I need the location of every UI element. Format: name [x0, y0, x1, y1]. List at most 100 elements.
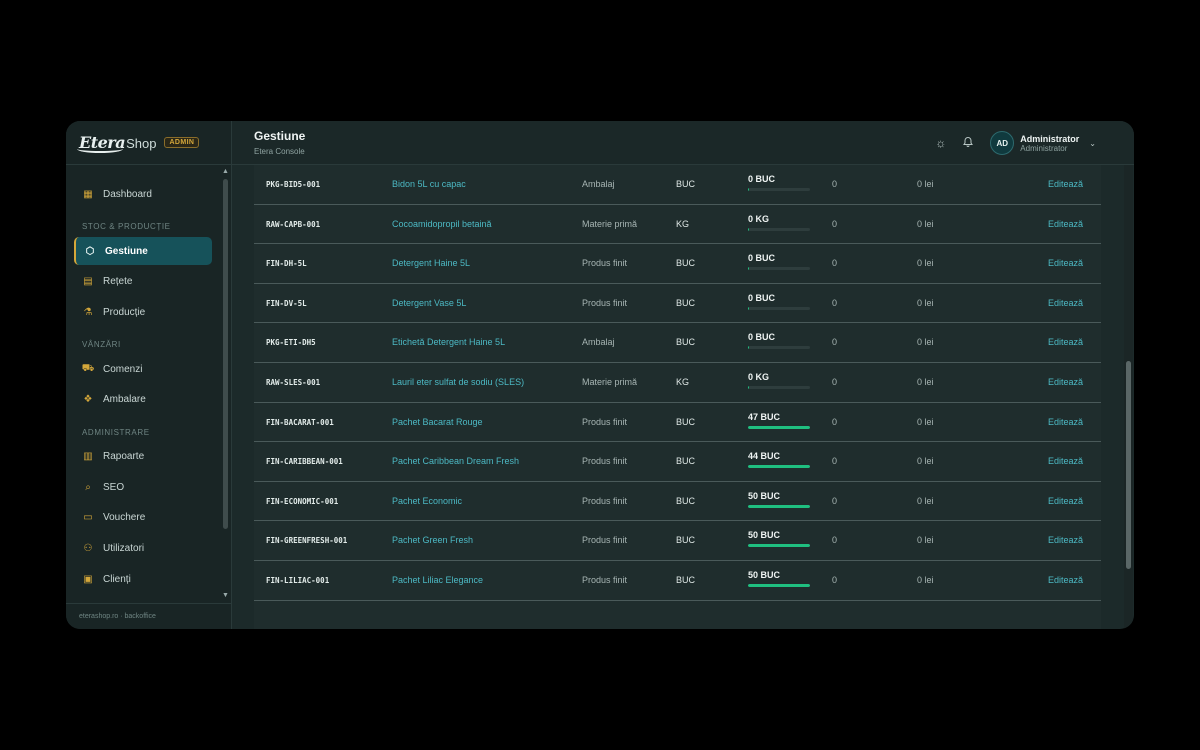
stock-cell: 0 KG: [748, 214, 810, 231]
product-name-link[interactable]: Pachet Economic: [392, 495, 463, 506]
sun-icon[interactable]: ☼: [935, 136, 947, 150]
stock-bar: [748, 227, 810, 231]
edit-link[interactable]: Editează: [1047, 574, 1083, 585]
product-name-link[interactable]: Pachet Bacarat Rouge: [392, 416, 483, 427]
product-name-link[interactable]: Pachet Liliac Elegance: [392, 574, 484, 585]
sidebar-item-comenzi[interactable]: ⛟ Comenzi: [74, 355, 212, 383]
stock-bar: [748, 425, 810, 429]
stock-amount: 0 BUC: [748, 332, 776, 343]
table-row[interactable]: FIN-CARIBBEAN-001 Pachet Caribbean Dream …: [254, 442, 1101, 482]
value-cell: 0 lei: [917, 495, 934, 506]
product-name-link[interactable]: Cocoamidopropil betaină: [392, 218, 492, 229]
type-cell: Materie primă: [582, 218, 638, 229]
edit-link[interactable]: Editează: [1047, 535, 1083, 546]
sidebar-item-rapoarte[interactable]: ▥ Rapoarte: [74, 443, 212, 471]
main-scroll-thumb[interactable]: [1126, 361, 1131, 569]
edit-link[interactable]: Editează: [1047, 179, 1083, 189]
reserved-cell: 0: [832, 574, 838, 585]
type-cell: Produs finit: [582, 535, 628, 546]
reserved-cell: 0: [832, 495, 838, 506]
product-name-link[interactable]: Bidon 5L cu capac: [392, 179, 466, 189]
edit-link[interactable]: Editează: [1047, 495, 1083, 506]
sidebar-item-dashboard[interactable]: ▦ Dashboard: [74, 180, 212, 208]
table-row[interactable]: FIN-DV-5L Detergent Vase 5L Produs finit BU…: [254, 283, 1101, 324]
product-name-link[interactable]: Detergent Vase 5L: [392, 297, 467, 308]
table-row[interactable]: FIN-ECONOMIC-001 Pachet Economic Produs fi…: [254, 481, 1101, 522]
table-row[interactable]: RAW-SLES-001 Lauril eter sulfat de sodiu …: [254, 362, 1101, 403]
stock-bar: [748, 346, 810, 350]
sidebar-item-re-ete[interactable]: ▤ Rețete: [74, 268, 212, 296]
stock-cell: 47 BUC: [748, 412, 810, 429]
table-row[interactable]: PKG-BID5-001 Bidon 5L cu capac Ambalaj BUC 0…: [254, 165, 1101, 205]
stock-cell: 0 BUC: [748, 293, 810, 310]
bell-icon[interactable]: [962, 136, 974, 151]
edit-link[interactable]: Editează: [1047, 297, 1083, 308]
stock-amount: 47 BUC: [748, 411, 781, 422]
product-name-link[interactable]: Lauril eter sulfat de sodiu (SLES): [392, 376, 525, 387]
scroll-up-icon[interactable]: ▲: [222, 168, 229, 175]
stock-bar-fill: [748, 425, 810, 429]
sidebar-item-label: Gestiune: [105, 245, 148, 257]
chevron-down-icon[interactable]: ⌄: [1089, 138, 1096, 148]
stock-cell: 0 BUC: [748, 332, 810, 350]
value-cell: 0 lei: [917, 376, 934, 387]
edit-link[interactable]: Editează: [1047, 258, 1083, 269]
reserved-cell: 0: [832, 337, 838, 348]
unit-cell: BUC: [676, 535, 696, 546]
reserved-cell: 0: [832, 297, 838, 308]
product-name-link[interactable]: Etichetă Detergent Haine 5L: [392, 337, 506, 348]
avatar[interactable]: AD: [990, 131, 1015, 155]
table-row[interactable]: FIN-GREENFRESH-001 Pachet Green Fresh Prod…: [254, 521, 1101, 561]
table-row[interactable]: FIN-DH-5L Detergent Haine 5L Produs finit B…: [254, 244, 1101, 284]
sidebar-item-ambalare[interactable]: ❖ Ambalare: [74, 386, 212, 414]
stock-cell: 0 BUC: [748, 253, 810, 271]
sidebar-item-utilizatori[interactable]: ⚇ Utilizatori: [74, 535, 212, 563]
user-name: Administrator: [1020, 133, 1080, 144]
sku-cell: FIN-LILIAC-001: [266, 575, 330, 585]
stock-bar: [748, 465, 810, 469]
sidebar-item-clien-i[interactable]: ▣ Clienți: [74, 565, 212, 593]
sidebar-scrollbar[interactable]: ▲ ▼: [222, 167, 229, 601]
sku-cell: FIN-GREENFRESH-001: [266, 536, 348, 546]
edit-link[interactable]: Editează: [1047, 218, 1083, 229]
flask-icon: ⚗: [83, 306, 93, 318]
table-row[interactable]: FIN-BACARAT-001 Pachet Bacarat Rouge Produ…: [254, 402, 1101, 443]
sidebar-item-vouchere[interactable]: ▭ Vouchere: [74, 504, 212, 532]
sidebar-item-label: SEO: [103, 481, 125, 493]
stock-bar: [748, 188, 810, 191]
main-scrollbar[interactable]: [1124, 165, 1133, 629]
table-row[interactable]: FIN-LILIAC-001 Pachet Liliac Elegance Prod…: [254, 560, 1101, 601]
search-icon: ⌕: [85, 481, 91, 493]
stock-cell: 44 BUC: [748, 451, 810, 469]
edit-link[interactable]: Editează: [1047, 416, 1083, 427]
product-name-link[interactable]: Pachet Caribbean Dream Fresh: [392, 456, 520, 467]
sidebar-item-seo[interactable]: ⌕ SEO: [74, 473, 212, 501]
inventory-table: PKG-BID5-001 Bidon 5L cu capac Ambalaj BUC 0…: [254, 165, 1101, 629]
stock-amount: 0 BUC: [748, 253, 776, 264]
user-info[interactable]: Administrator Administrator: [1020, 134, 1079, 153]
app-window: Etera Shop ADMIN ▦ Dashboard STOC & PRODUC…: [66, 121, 1134, 629]
edit-link[interactable]: Editează: [1047, 337, 1083, 348]
scroll-down-icon[interactable]: ▼: [222, 592, 229, 599]
reserved-cell: 0: [832, 535, 838, 546]
stock-bar-fill: [748, 188, 750, 191]
stock-bar: [748, 544, 810, 548]
sidebar-item-gestiune[interactable]: ⬡ Gestiune: [74, 237, 212, 265]
table-row[interactable]: RAW-CAPB-001 Cocoamidopropil betaină Mater…: [254, 204, 1101, 245]
product-name-link[interactable]: Pachet Green Fresh: [392, 535, 474, 546]
edit-link[interactable]: Editează: [1047, 456, 1083, 467]
product-name-link[interactable]: Detergent Haine 5L: [392, 258, 471, 269]
sku-cell: PKG-ETI-DH5: [266, 338, 316, 348]
sidebar-item-label: Vouchere: [103, 512, 146, 524]
sidebar-scroll-thumb[interactable]: [223, 179, 228, 529]
logo[interactable]: Etera Shop: [77, 133, 156, 153]
reserved-cell: 0: [832, 456, 838, 467]
ticket-icon: ▭: [83, 512, 93, 524]
edit-link[interactable]: Editează: [1047, 376, 1083, 387]
brand[interactable]: Etera Shop ADMIN: [66, 121, 231, 165]
unit-cell: BUC: [676, 456, 696, 467]
sidebar-item-produc-ie[interactable]: ⚗ Producție: [74, 298, 212, 326]
table-row[interactable]: PKG-ETI-DH5 Etichetă Detergent Haine 5L Am…: [254, 323, 1101, 363]
sidebar-item-label: Dashboard: [103, 188, 152, 200]
chart-icon: ▥: [83, 451, 93, 463]
